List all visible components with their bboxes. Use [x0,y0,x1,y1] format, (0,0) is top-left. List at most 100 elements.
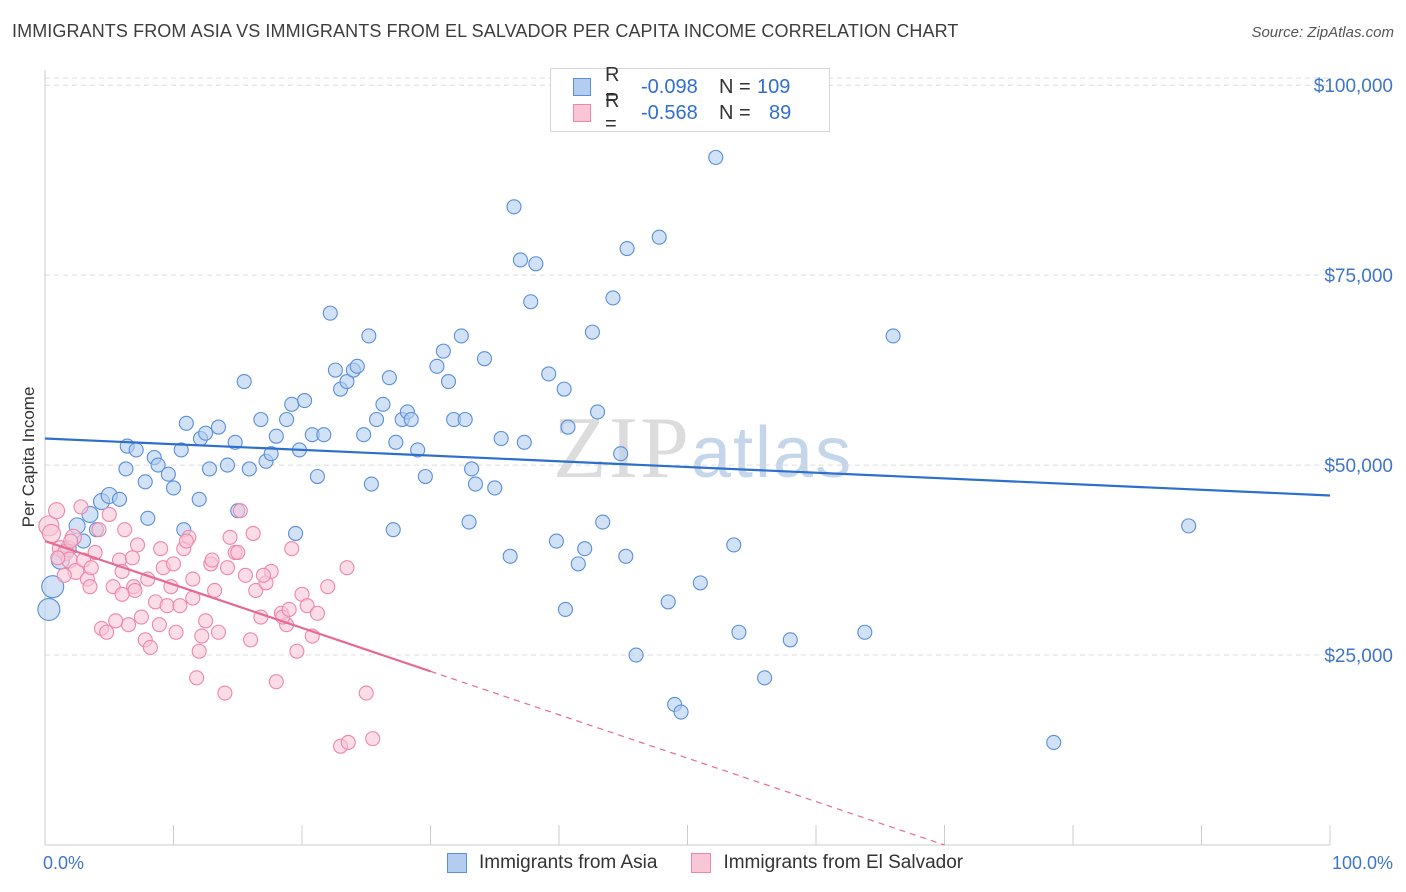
point-asia [440,373,457,390]
point-el-salvador [83,560,99,576]
point-asia [111,491,128,507]
point-asia [316,427,332,443]
point-el-salvador [320,579,336,595]
legend-swatch-asia [447,853,467,873]
point-el-salvador [299,598,315,614]
point-el-salvador [289,643,305,659]
point-asia [327,362,343,378]
point-asia [201,461,218,477]
point-asia [595,514,611,530]
point-asia [673,704,689,720]
point-asia [476,351,493,367]
point-asia [493,430,509,447]
legend-label-el-salvador: Immigrants from El Salvador [723,852,964,873]
legend-r-label: R = [605,90,620,135]
point-el-salvador [194,628,210,644]
point-asia [140,510,156,526]
point-el-salvador [268,674,284,690]
point-asia [236,373,252,390]
point-asia [512,252,529,268]
point-el-salvador [114,586,130,602]
point-el-salvador [340,734,356,750]
point-el-salvador [108,613,124,629]
point-el-salvador [219,560,236,576]
y-axis-label: Per Capita Income [19,387,38,528]
point-el-salvador [232,503,248,519]
watermark-atlas: atlas [691,413,854,493]
point-asia [210,419,227,435]
legend-n-value: 109 [757,75,791,98]
point-asia [375,396,391,412]
point-el-salvador [255,567,272,583]
point-el-salvador [101,506,117,523]
legend-item-asia[interactable]: Immigrants from Asia [447,852,657,874]
point-asia [467,476,484,492]
y-tick-label: $75,000 [1324,266,1393,287]
point-asia [757,670,773,686]
point-el-salvador [127,582,143,599]
point-el-salvador [124,550,140,566]
correlation-legend: R = -0.098 N = 109 R = -0.568 N = 89 [550,64,830,135]
x-tick-label: 100.0% [1332,853,1393,873]
point-asia [339,373,355,390]
point-el-salvador [142,639,158,656]
point-asia [198,425,214,441]
point-asia [288,525,304,542]
point-asia [589,404,606,420]
point-el-salvador [41,523,61,544]
point-el-salvador [248,582,264,599]
legend-row-asia: R = -0.098 N = 109 [573,64,797,109]
point-el-salvador [191,643,207,659]
point-asia [584,324,600,340]
legend-item-el-salvador[interactable]: Immigrants from El Salvador [691,852,963,874]
point-asia [560,419,576,435]
point-asia [782,632,798,648]
point-el-salvador [204,552,220,568]
point-asia [457,411,473,428]
point-el-salvador [237,567,254,583]
point-el-salvador [73,499,89,515]
legend-n-label: N = [719,101,751,124]
point-asia [619,241,635,257]
point-el-salvador [50,550,66,566]
point-asia [385,522,401,538]
trend-line [44,437,1331,497]
legend-swatch-asia [573,78,591,96]
point-asia [361,328,377,344]
legend-r-value: -0.568 [641,101,698,124]
point-asia [363,476,379,492]
point-el-salvador [365,731,381,747]
chart-title: IMMIGRANTS FROM ASIA VS IMMIGRANTS FROM … [12,21,959,41]
point-asia [885,328,901,344]
point-el-salvador [284,541,300,557]
point-asia [253,411,269,428]
point-asia [349,358,365,374]
point-asia [570,556,586,572]
point-el-salvador [210,624,227,640]
point-asia [137,474,153,490]
point-el-salvador [217,685,233,701]
point-el-salvador [165,556,182,572]
point-asia [429,358,445,374]
legend-row-el-salvador: R = -0.568 N = 89 [573,90,809,135]
point-asia [403,411,419,428]
point-asia [356,427,372,443]
point-asia [219,457,236,473]
point-asia [628,647,644,663]
point-el-salvador [243,632,259,648]
point-el-salvador [339,560,355,576]
point-asia [297,392,313,409]
point-asia [1046,734,1062,750]
point-asia [388,434,404,450]
point-asia [1181,518,1197,534]
y-tick-label: $25,000 [1324,646,1393,667]
point-asia [692,575,708,591]
point-asia [381,370,397,386]
x-tick-label: 0.0% [43,853,84,873]
trend-line [44,540,431,673]
point-asia [279,411,295,428]
point-asia [435,343,451,359]
point-asia [322,305,338,321]
point-asia [487,480,503,496]
